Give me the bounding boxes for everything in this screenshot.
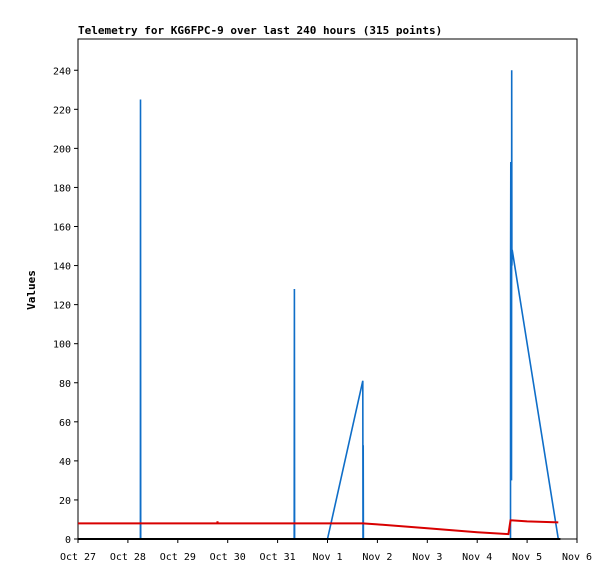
series-layer — [78, 70, 561, 540]
y-tick-label: 200 — [53, 144, 71, 155]
x-tick-label: Nov 5 — [512, 552, 542, 563]
y-tick-label: 80 — [59, 379, 71, 390]
x-tick-label: Nov 1 — [312, 552, 342, 563]
y-tick-label: 140 — [53, 262, 71, 273]
x-tick-label: Nov 4 — [462, 552, 492, 563]
y-tick-label: 180 — [53, 183, 71, 194]
series-line-2 — [78, 519, 559, 536]
x-tick-label: Oct 27 — [60, 552, 96, 563]
y-tick-label: 40 — [59, 457, 71, 468]
x-tick-label: Nov 2 — [362, 552, 392, 563]
y-axis-label: Values — [25, 270, 38, 310]
y-tick-label: 60 — [59, 418, 71, 429]
x-tick-label: Oct 29 — [160, 552, 196, 563]
x-tick-label: Nov 6 — [562, 552, 592, 563]
x-tick-label: Nov 3 — [412, 552, 442, 563]
y-tick-label: 240 — [53, 66, 71, 77]
y-tick-label: 120 — [53, 301, 71, 312]
y-tick-label: 220 — [53, 105, 71, 116]
y-tick-label: 20 — [59, 496, 71, 507]
y-axis: 0 20 40 60 80 100 120 140 160 180 200 220 240 — [53, 66, 78, 546]
chart-title: Telemetry for KG6FPC-9 over last 240 hou… — [78, 24, 442, 37]
y-tick-label: 0 — [65, 535, 71, 546]
series-line-1 — [139, 70, 560, 540]
x-axis: Oct 27 Oct 28 Oct 29 Oct 30 Oct 31 Nov 1 Nov 2… — [60, 539, 592, 563]
x-tick-label: Oct 30 — [210, 552, 246, 563]
y-tick-label: 160 — [53, 223, 71, 234]
plot-area — [77, 38, 578, 540]
x-tick-label: Oct 28 — [110, 552, 146, 563]
y-tick-label: 100 — [53, 340, 71, 351]
x-tick-label: Oct 31 — [260, 552, 296, 563]
